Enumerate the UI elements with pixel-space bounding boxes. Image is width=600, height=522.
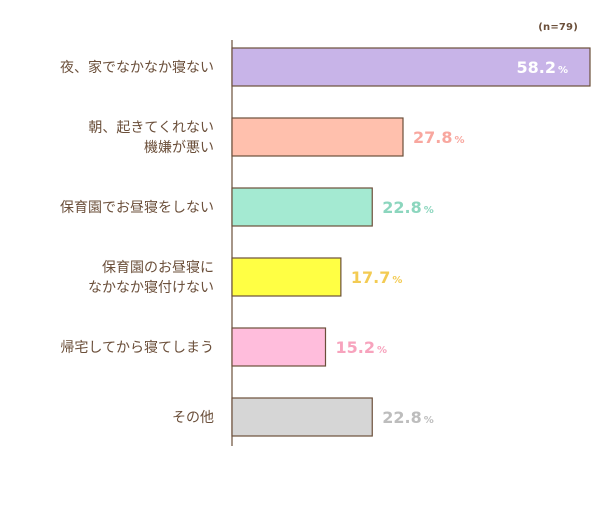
category-label: 機嫌が悪い	[144, 140, 214, 156]
bars-layer	[231, 40, 591, 446]
percent-unit: %	[424, 205, 434, 216]
category-label: 朝、起きてくれない	[88, 120, 214, 136]
category-label: 保育園のお昼寝に	[102, 259, 214, 276]
bar	[231, 117, 404, 157]
category-label: 帰宅してから寝てしまう	[60, 339, 214, 356]
value-label: 22.8%	[382, 198, 434, 217]
category-label: 夜、家でなかなか寝ない	[60, 59, 214, 76]
percent-unit: %	[424, 415, 434, 426]
category-label: なかなか寝付けない	[88, 279, 214, 296]
value-label: 58.2%	[516, 58, 568, 77]
percent-unit: %	[454, 135, 464, 146]
value-label: 22.8%	[382, 408, 434, 427]
category-label: その他	[172, 410, 214, 426]
percent-unit: %	[377, 345, 387, 356]
category-label: 保育園でお昼寝をしない	[60, 199, 214, 216]
percent-unit: %	[558, 65, 568, 76]
bar	[231, 47, 591, 87]
value-label: 15.2%	[335, 338, 387, 357]
value-label: 27.8%	[413, 128, 465, 147]
bar	[231, 257, 342, 297]
percent-unit: %	[392, 275, 402, 286]
value-label: 17.7%	[351, 268, 403, 287]
bar	[231, 187, 373, 227]
bar	[231, 397, 373, 437]
bar	[231, 327, 327, 367]
sample-size-note: (n=79)	[538, 22, 578, 33]
